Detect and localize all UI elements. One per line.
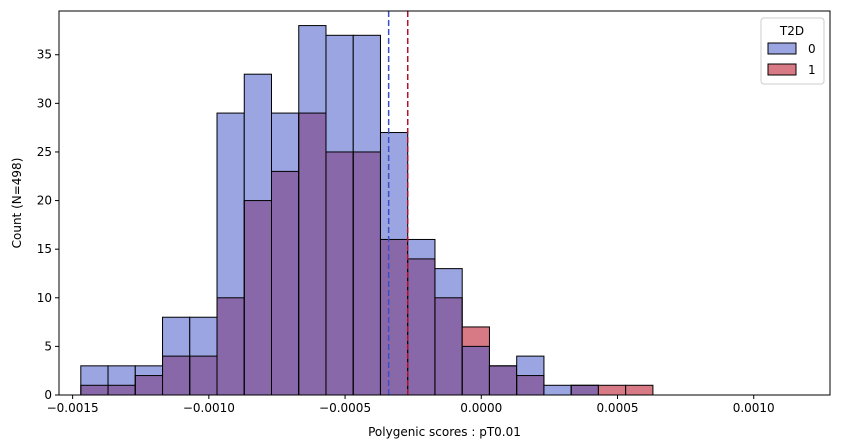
y-tick-label: 35 (37, 48, 52, 62)
bar-upper-bin-2 (135, 365, 163, 376)
plot-frame (58, 10, 831, 396)
bar-overlap-bin-3 (162, 356, 190, 395)
bar-overlap-bin-12 (407, 258, 435, 395)
bar-overlap-bin-1 (108, 385, 136, 395)
bar-overlap-bin-6 (244, 200, 272, 395)
bar-overlap-bin-2 (135, 375, 163, 395)
x-tick-label: −0.0015 (47, 401, 99, 415)
bar-upper-bin-8 (298, 25, 326, 114)
bar-upper-bin-12 (407, 239, 435, 259)
x-tick-label: 0.0005 (596, 401, 638, 415)
bar-upper-bin-17 (543, 385, 572, 395)
y-tick-label: 15 (37, 242, 52, 256)
legend-swatch-1 (767, 63, 797, 76)
bar-upper-bin-1 (108, 365, 136, 386)
y-tick-label: 30 (37, 96, 52, 110)
bar-upper-bin-19 (598, 385, 626, 395)
y-tick-label: 25 (37, 145, 52, 159)
bar-upper-bin-4 (189, 317, 218, 357)
x-tick-label: −0.0010 (183, 401, 235, 415)
y-tick-label: 10 (37, 291, 52, 305)
bar-upper-bin-3 (162, 317, 190, 357)
bar-overlap-bin-0 (80, 385, 109, 395)
bar-overlap-bin-14 (462, 346, 490, 395)
bar-upper-bin-6 (244, 74, 272, 201)
y-tick-label: 5 (44, 339, 52, 353)
x-tick-label: −0.0005 (319, 401, 371, 415)
bar-overlap-bin-13 (434, 297, 463, 395)
legend: T2D 0 1 (760, 17, 825, 85)
bar-overlap-bin-16 (516, 375, 544, 395)
legend-swatch-0 (767, 42, 797, 55)
bar-overlap-bin-11 (380, 239, 408, 395)
x-axis-label: Polygenic scores : pT0.01 (368, 425, 521, 439)
y-ticks-group: 0 5 10 15 20 25 30 35 (37, 48, 59, 402)
legend-title: T2D (779, 24, 804, 38)
bar-overlap-bin-9 (325, 151, 354, 395)
bar-overlap-bin-10 (353, 151, 381, 395)
bar-upper-bin-20 (625, 385, 653, 395)
bar-overlap-bin-5 (217, 297, 245, 395)
x-ticks-group: −0.0015 −0.0010 −0.0005 0.0000 0.0005 0.0010 (47, 395, 775, 415)
y-tick-label: 0 (44, 388, 52, 402)
mean-lines-group (387, 11, 409, 395)
bar-upper-bin-5 (217, 113, 245, 298)
bar-overlap-bin-7 (271, 171, 299, 395)
bar-upper-bin-14 (462, 326, 490, 347)
bars-group (80, 25, 654, 396)
bar-overlap-bin-18 (571, 385, 599, 395)
bar-upper-bin-0 (80, 365, 109, 386)
x-tick-label: 0.0010 (733, 401, 775, 415)
bar-upper-bin-13 (434, 268, 463, 298)
bar-overlap-bin-4 (189, 356, 218, 395)
legend-label-1: 1 (808, 63, 816, 77)
legend-label-0: 0 (808, 42, 816, 56)
x-tick-label: 0.0000 (460, 401, 502, 415)
bar-upper-bin-16 (516, 356, 544, 376)
bar-upper-bin-9 (325, 35, 354, 152)
y-tick-label: 20 (37, 194, 52, 208)
bar-upper-bin-10 (353, 35, 381, 152)
y-axis-label: Count (N=498) (10, 158, 24, 249)
bar-upper-bin-11 (380, 132, 408, 240)
bar-overlap-bin-8 (298, 113, 326, 395)
bar-overlap-bin-15 (489, 365, 517, 395)
bar-upper-bin-7 (271, 113, 299, 172)
